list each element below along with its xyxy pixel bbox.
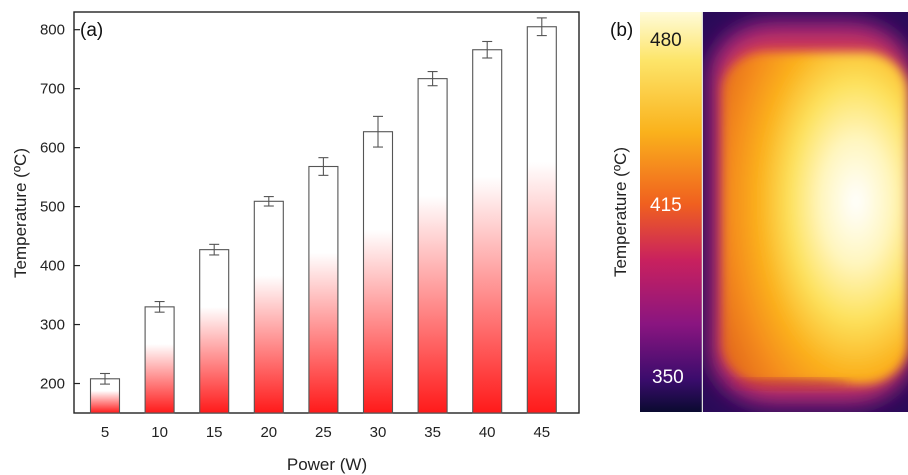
y-tick-label: 400 — [40, 258, 65, 275]
y-axis-ticks: 200 300 400 500 600 700 800 — [40, 22, 80, 393]
x-axis-label: Power (W) — [287, 455, 367, 474]
y-tick-label: 600 — [40, 140, 65, 157]
x-tick-label: 30 — [370, 424, 387, 441]
thermal-image-panel: (b) Temperature (ºC) 480 415 350 — [610, 12, 908, 412]
y-tick-label: 500 — [40, 199, 65, 216]
colorbar-label-high: 480 — [650, 30, 682, 51]
y-tick-label: 300 — [40, 317, 65, 334]
x-tick-label: 10 — [151, 424, 168, 441]
x-tick-label: 20 — [260, 424, 277, 441]
colorbar — [640, 12, 702, 412]
panel-b-label: (b) — [610, 20, 633, 41]
bar-chart: (a) 200 300 400 500 600 700 800 5 10 15 20 25 30 35 4… — [11, 11, 580, 474]
bar-30 — [362, 131, 394, 414]
colorbar-label-mid: 415 — [650, 195, 682, 216]
bar-20 — [253, 200, 284, 414]
x-tick-label: 25 — [315, 424, 332, 441]
x-tick-label: 15 — [206, 424, 223, 441]
x-axis-ticks: 5 10 15 20 25 30 35 40 45 — [101, 407, 550, 441]
y-tick-label: 700 — [40, 81, 65, 98]
bar-45 — [526, 26, 557, 414]
y-tick-label: 200 — [40, 376, 65, 393]
x-tick-label: 5 — [101, 424, 109, 441]
x-tick-label: 35 — [424, 424, 441, 441]
thermal-image — [703, 12, 908, 412]
bar-15 — [199, 249, 230, 414]
panel-a-label: (a) — [80, 20, 103, 41]
colorbar-title: Temperature (ºC) — [611, 147, 630, 277]
y-axis-label: Temperature (ºC) — [11, 148, 30, 278]
bar-35 — [417, 78, 448, 414]
bar-25 — [308, 165, 339, 414]
x-tick-label: 40 — [479, 424, 496, 441]
bars — [89, 17, 557, 414]
bar-10 — [144, 306, 175, 414]
y-tick-label: 800 — [40, 22, 65, 39]
colorbar-label-low: 350 — [652, 367, 684, 388]
x-tick-label: 45 — [533, 424, 550, 441]
bar-40 — [472, 49, 503, 414]
